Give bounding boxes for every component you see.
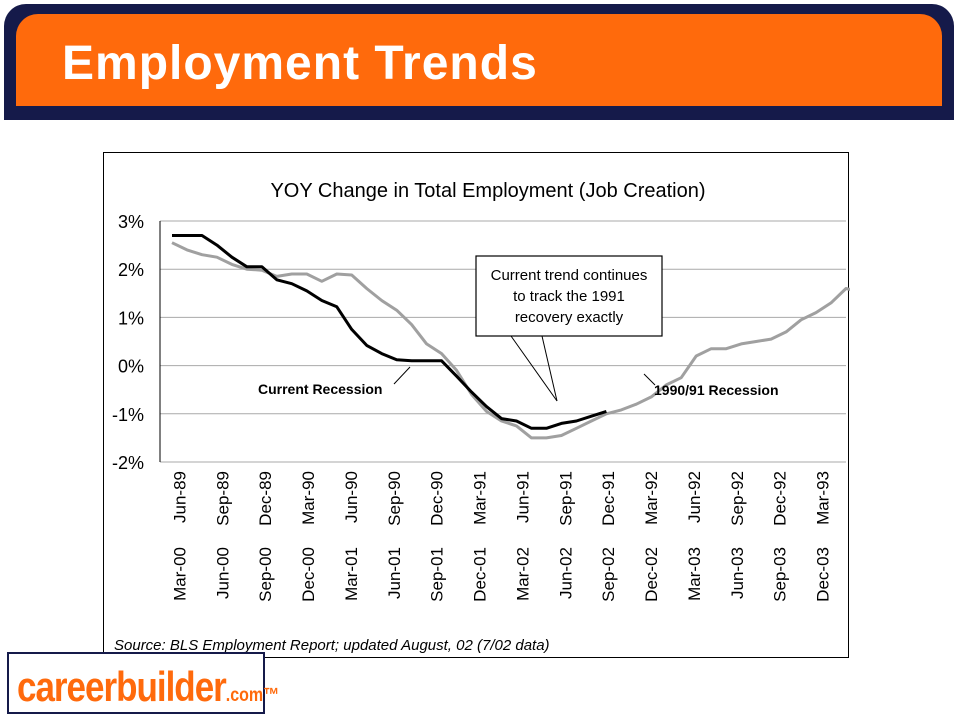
x-tick-label-top: Dec-90 [428, 471, 447, 526]
y-tick-label: 1% [118, 308, 144, 328]
recession-1990-label: 1990/91 Recession [654, 382, 779, 398]
series-current-recession [172, 234, 607, 430]
x-tick-label-bottom: Dec-02 [642, 547, 661, 602]
chart-title: YOY Change in Total Employment (Job Crea… [270, 180, 705, 202]
x-tick-label-top: Dec-92 [771, 471, 790, 526]
callout-line-1: Current trend continues [491, 267, 648, 284]
x-tick-label-bottom: Sep-00 [256, 547, 275, 602]
y-tick-label: -2% [112, 453, 144, 473]
y-tick-label: -1% [112, 405, 144, 425]
x-tick-label-top: Mar-93 [814, 471, 833, 525]
x-tick-label-top: Jun-92 [685, 471, 704, 523]
x-tick-label-top: Mar-91 [471, 471, 490, 525]
x-tick-label-top: Mar-92 [642, 471, 661, 525]
x-tick-label-bottom: Mar-02 [513, 547, 532, 601]
callout-box: Current trend continues to track the 199… [475, 255, 663, 402]
x-tick-label-bottom: Dec-01 [471, 547, 490, 602]
x-tick-label-bottom: Mar-01 [342, 547, 361, 601]
y-tick-label: 0% [118, 357, 144, 377]
header-title-bar [16, 14, 942, 106]
logo-box: careerbuilder.com™ [7, 652, 279, 714]
recession-1990-pointer [643, 373, 656, 386]
current-recession-pointer [393, 366, 411, 385]
y-tick-label: 3% [118, 212, 144, 232]
x-tick-label-top: Sep-90 [385, 471, 404, 526]
x-tick-label-top: Jun-90 [342, 471, 361, 523]
x-tick-label-bottom: Sep-03 [771, 547, 790, 602]
x-tick-label-bottom: Sep-02 [599, 547, 618, 602]
x-tick-label-bottom: Dec-00 [299, 547, 318, 602]
source-note: Source: BLS Employment Report; updated A… [114, 637, 550, 654]
callout-frame [475, 255, 663, 337]
current-recession-label: Current Recession [258, 381, 382, 397]
series-lines [171, 234, 850, 440]
callout-line-2: to track the 1991 [513, 288, 625, 305]
x-tick-label-bottom: Sep-01 [428, 547, 447, 602]
callout-pointer-right [541, 335, 558, 402]
x-tick-label-bottom: Mar-03 [685, 547, 704, 601]
x-tick-label-top: Jun-91 [513, 471, 532, 523]
x-tick-label-top: Dec-91 [599, 471, 618, 526]
x-tick-label-bottom: Jun-03 [728, 547, 747, 599]
x-tick-label-top: Sep-92 [728, 471, 747, 526]
chart-panel: YOY Change in Total Employment (Job Crea… [103, 152, 850, 658]
x-tick-label-bottom: Mar-00 [170, 547, 189, 601]
y-axis-ticks: 3% 2% 1% 0% -1% -2% [112, 212, 144, 473]
x-tick-label-bottom: Jun-00 [213, 547, 232, 599]
logo-wordmark: careerbuilder [17, 664, 227, 711]
slide-title: Employment Trends [62, 37, 538, 90]
x-tick-label-top: Sep-91 [556, 471, 575, 526]
logo-tm: ™ [263, 685, 280, 706]
x-tick-label-bottom: Jun-02 [556, 547, 575, 599]
careerbuilder-logo: careerbuilder.com™ [17, 664, 279, 712]
x-tick-label-top: Dec-89 [256, 471, 275, 526]
x-tick-label-bottom: Dec-03 [814, 547, 833, 602]
callout-line-3: recovery exactly [515, 309, 624, 326]
x-tick-label-top: Jun-89 [170, 471, 189, 523]
x-tick-label-top: Sep-89 [213, 471, 232, 526]
series-1990-91-recession [171, 241, 850, 440]
callout-pointer-left [510, 335, 558, 402]
logo-tld: .com [225, 685, 264, 706]
x-axis-ticks: Jun-89 Mar-00 Sep-89 Jun-00 Dec-89 Sep-00 Mar-… [170, 471, 832, 602]
employment-chart: YOY Change in Total Employment (Job Crea… [112, 180, 850, 654]
y-tick-label: 2% [118, 260, 144, 280]
x-tick-label-bottom: Jun-01 [385, 547, 404, 599]
x-tick-label-top: Mar-90 [299, 471, 318, 525]
